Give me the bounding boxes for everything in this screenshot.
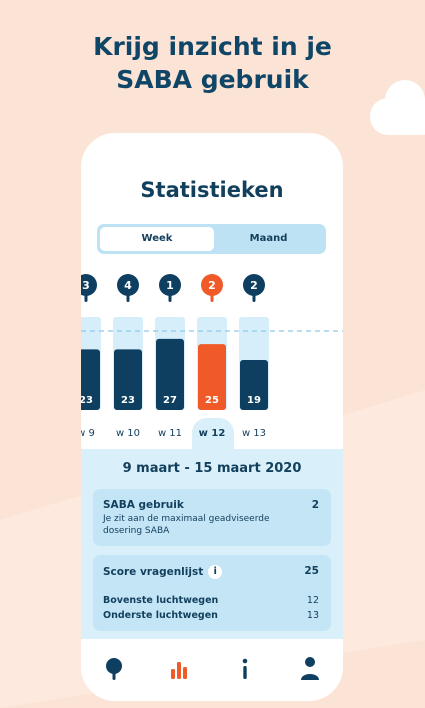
pin-count-label: 4 [124,279,132,292]
pin-stem [210,293,214,302]
bar-value-label: 23 [121,395,135,406]
info-icon[interactable]: i [208,565,223,579]
pin-icon[interactable] [97,651,131,685]
headline: Krijg inzicht in je SABA gebruik [0,30,425,96]
pin-count-label: 2 [250,279,258,292]
bar [240,359,268,410]
page-title: Statistieken [140,178,284,202]
score-card[interactable]: Score vragenlijst i 25 Bovenste luchtwege… [93,555,331,631]
pin-stem [126,293,130,302]
headline-line-2: SABA gebruik [116,65,309,94]
week-detail-panel: 9 maart - 15 maart 2020 SABA gebruik 2 J… [81,449,343,639]
weekly-bar-chart: 23 3 23 4 27 1 25 2 19 2 [81,274,343,410]
pin-marker [201,274,223,296]
bar-chart-icon[interactable] [162,651,196,685]
saba-description: Je zit aan de maximaal geadviseerde dose… [103,514,270,536]
period-toggle: Week Maand [97,224,326,254]
bottom-nav [81,639,343,701]
score-title: Score vragenlijst [103,566,204,578]
headline-line-1: Krijg inzicht in je [93,32,332,61]
bar-value-label: 23 [81,395,93,406]
cloud-decoration [370,80,425,135]
saba-card[interactable]: SABA gebruik 2 Je zit aan de maximaal ge… [93,489,331,546]
tab-week[interactable]: Week [100,227,214,251]
week-tick-label[interactable]: w 13 [241,428,267,439]
pin-stem [168,293,172,302]
pin-marker [117,274,139,296]
pin-stem [84,293,88,302]
bar-value-label: 27 [163,395,177,406]
bar [114,349,142,410]
score-title-row: Score vragenlijst i [103,565,223,579]
selected-week-tab [192,418,234,453]
pin-marker [243,274,265,296]
upper-airways-value: 12 [306,595,319,606]
lower-airways-value: 13 [306,610,319,621]
bar-value-label: 25 [205,395,219,406]
info-nav-icon[interactable] [228,651,262,685]
bar [81,349,100,410]
bar [198,344,226,410]
pin-count-label: 1 [166,279,174,292]
week-tick-label[interactable]: w 11 [157,428,183,439]
score-value: 25 [304,565,319,577]
saba-title: SABA gebruik [103,499,184,511]
date-range: 9 maart - 15 maart 2020 [122,461,302,476]
week-tick-label[interactable]: w 9 [81,428,95,439]
week-tick-label[interactable]: w 10 [115,428,141,439]
pin-stem [252,293,256,302]
saba-value: 2 [311,499,319,511]
tab-month[interactable]: Maand [249,233,288,244]
pin-count-label: 2 [208,279,216,292]
bar-value-label: 19 [247,395,261,406]
pin-marker [81,274,97,296]
person-icon[interactable] [293,651,327,685]
lower-airways-label: Onderste luchtwegen [103,610,218,621]
pin-marker [159,274,181,296]
upper-airways-label: Bovenste luchtwegen [103,595,219,606]
bar [156,338,184,410]
phone-screen: Statistieken Week Maand 23 3 23 4 27 1 25 2 19 2 … [81,133,343,701]
pin-count-label: 3 [82,279,90,292]
week-tick-label[interactable]: w 12 [198,428,226,439]
